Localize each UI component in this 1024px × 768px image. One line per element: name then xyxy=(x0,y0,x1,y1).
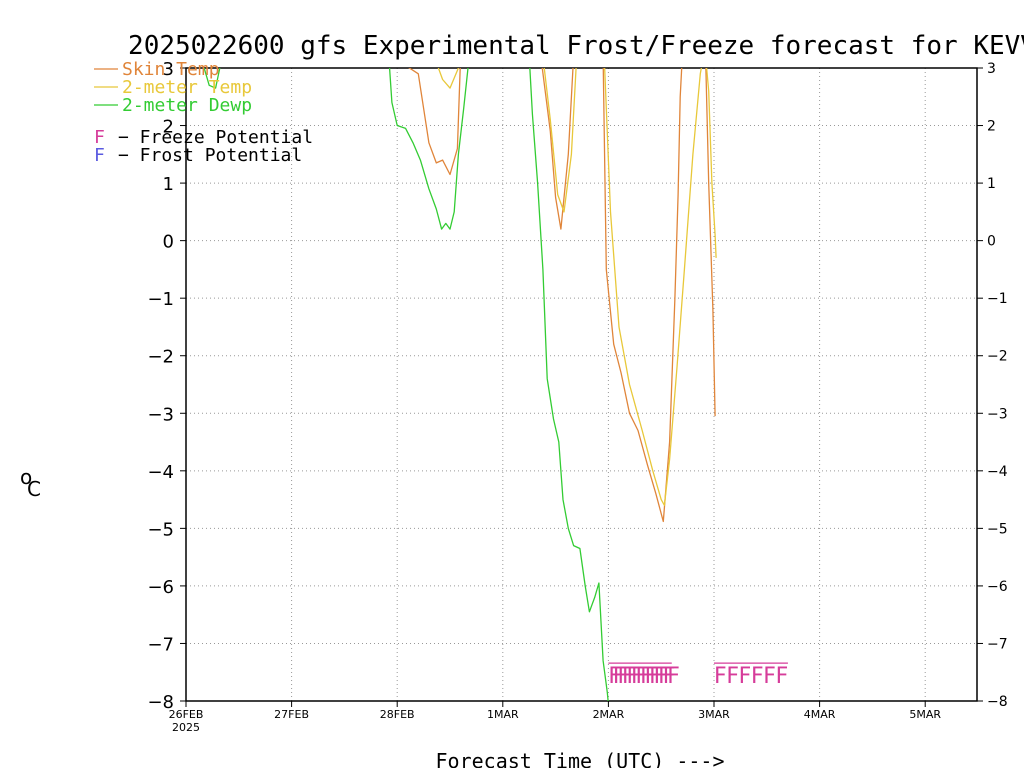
x-axis-label: Forecast Time (UTC) ---> xyxy=(436,749,725,768)
y-tick-label-left: −8 xyxy=(147,692,174,713)
series-line-2-meter-temp xyxy=(543,68,577,213)
freeze-marker: F xyxy=(649,664,662,689)
freeze-marker: F xyxy=(667,664,680,689)
freeze-marker: F xyxy=(739,664,752,689)
freeze-marker: F xyxy=(776,664,789,689)
x-tick-label: 27FEB xyxy=(274,708,309,721)
y-tick-label-right: −5 xyxy=(987,521,1008,537)
freeze-marker: F xyxy=(613,664,626,689)
x-tick-label: 4MAR xyxy=(804,708,836,721)
freeze-marker: F xyxy=(714,664,727,689)
y-axis-label-unit: C xyxy=(27,477,41,501)
legend-potential-label: − Freeze Potential xyxy=(118,127,313,148)
series-line-2-meter-temp xyxy=(437,68,460,89)
y-tick-label-right: −3 xyxy=(987,406,1008,422)
legend-potential-label: − Frost Potential xyxy=(118,145,302,166)
x-tick-label: 2MAR xyxy=(593,708,625,721)
freeze-marker: F xyxy=(663,664,676,689)
y-tick-label-right: −6 xyxy=(987,579,1008,595)
y-tick-label-right: 2 xyxy=(987,119,996,135)
freeze-marker: F xyxy=(658,664,671,689)
series-line-2-meter-temp xyxy=(604,68,702,506)
y-axis-label: o C xyxy=(20,465,41,501)
legend-entry: Skin Temp xyxy=(122,59,220,80)
x-tick-label: 26FEB xyxy=(169,708,204,721)
y-tick-label-left: 1 xyxy=(163,174,174,195)
plot-frame xyxy=(185,67,978,702)
series-line-2-meter-dewp xyxy=(203,68,221,89)
y-tick-label-left: −7 xyxy=(147,634,174,655)
series-line-2-meter-temp xyxy=(705,68,717,258)
y-tick-label-right: 3 xyxy=(987,61,996,77)
x-tick-label: 3MAR xyxy=(698,708,730,721)
y-tick-label-left: −1 xyxy=(147,289,174,310)
y-tick-label-left: −5 xyxy=(147,519,174,540)
x-tick-sublabel: 2025 xyxy=(172,721,200,734)
series-line-skin-temp xyxy=(705,68,716,417)
freeze-marker: F xyxy=(763,664,776,689)
grid-lines xyxy=(186,68,977,701)
y-tick-label-left: 3 xyxy=(163,59,174,80)
y-tick-label-right: −4 xyxy=(987,464,1008,480)
chart-title: 2025022600 gfs Experimental Frost/Freeze… xyxy=(128,31,1024,61)
y-tick-label-left: 0 xyxy=(163,232,174,253)
y-tick-label-left: −2 xyxy=(147,347,174,368)
y-tick-label-left: −3 xyxy=(147,404,174,425)
freeze-marker: F xyxy=(608,664,621,689)
x-tick-label: 28FEB xyxy=(380,708,415,721)
series-line-2-meter-dewp xyxy=(529,68,609,701)
freeze-marker: F xyxy=(654,664,667,689)
series-line-2-meter-dewp xyxy=(388,68,469,230)
axes: 3 3 2 2 1 1 0 0 −1 −1 −2 −2 −3 −3 −4 −4 −5 −5 −6 −6 −7 −7 −8 −8… xyxy=(147,59,1007,734)
y-tick-label-right: 0 xyxy=(987,234,996,250)
y-tick-label-left: −4 xyxy=(147,462,174,483)
legend-marker: F xyxy=(94,127,105,148)
y-tick-label-right: −1 xyxy=(987,291,1008,307)
y-axis-label-degree: o xyxy=(20,465,32,489)
freeze-marker: F xyxy=(631,664,644,689)
freeze-marker: F xyxy=(622,664,635,689)
legend-entry: 2-meter Dewp xyxy=(122,95,252,116)
y-tick-label-left: 2 xyxy=(163,117,174,138)
data-series xyxy=(203,68,717,701)
y-tick-label-right: −8 xyxy=(987,694,1008,710)
series-line-skin-temp xyxy=(602,68,683,523)
y-tick-label-right: −7 xyxy=(987,636,1008,652)
legend-entry: 2-meter Temp xyxy=(122,77,252,98)
freeze-marker: F xyxy=(726,664,739,689)
freeze-marker: F xyxy=(627,664,640,689)
x-tick-label: 5MAR xyxy=(909,708,941,721)
freeze-marker: F xyxy=(617,664,630,689)
y-tick-label-right: −2 xyxy=(987,349,1008,365)
freeze-marker: F xyxy=(640,664,653,689)
y-tick-label-left: −6 xyxy=(147,577,174,598)
freeze-marker: F xyxy=(751,664,764,689)
x-tick-label: 1MAR xyxy=(487,708,519,721)
freeze-marker: F xyxy=(645,664,658,689)
series-line-skin-temp xyxy=(408,68,461,176)
legend-marker: F xyxy=(94,145,105,166)
y-tick-label-right: 1 xyxy=(987,176,996,192)
series-line-skin-temp xyxy=(541,68,574,230)
freeze-marker: F xyxy=(636,664,649,689)
